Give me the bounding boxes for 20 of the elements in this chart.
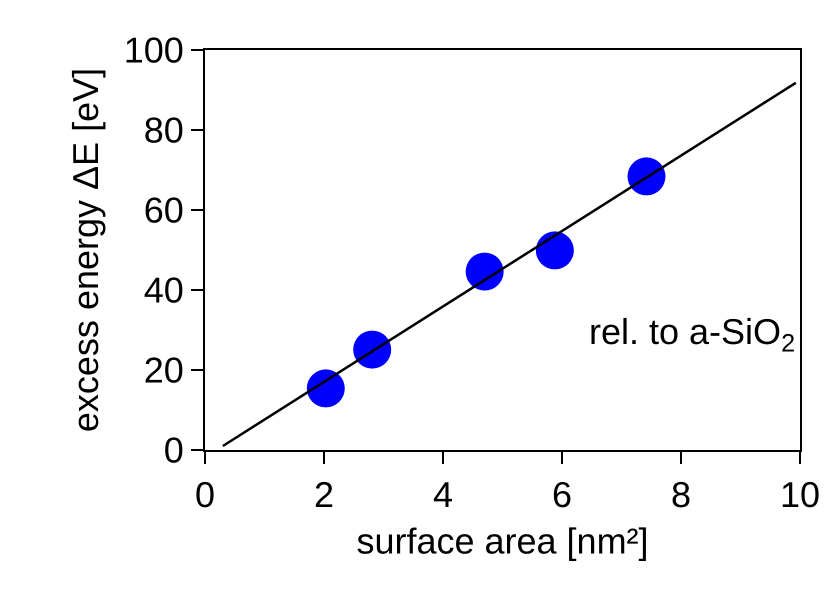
x-tick-label: 8: [670, 474, 692, 516]
y-tick-label: 40: [144, 270, 184, 311]
x-tick-label: 4: [432, 474, 454, 516]
y-tick-label: 80: [144, 110, 184, 151]
annotation: rel. to a-SiO$_{2}$: [589, 311, 796, 358]
x-axis-title: surface area [nm²]: [356, 520, 649, 562]
point: [306, 369, 345, 408]
point: [536, 231, 574, 270]
point: [353, 330, 392, 369]
y-tick-label: 60: [144, 190, 184, 231]
x-tick-label: 2: [314, 474, 334, 516]
y-tick-label: 0: [164, 430, 184, 471]
x-tick-label: 10: [780, 474, 820, 516]
x-tick-label: 6: [552, 474, 572, 516]
y-tick-label: 100: [124, 30, 184, 71]
y-axis-title: excess energy ΔE [eV]: [65, 68, 106, 432]
x-tick-label: 0: [194, 474, 216, 516]
point: [466, 252, 504, 291]
y-tick-label: 20: [144, 350, 184, 391]
point: [628, 157, 666, 196]
